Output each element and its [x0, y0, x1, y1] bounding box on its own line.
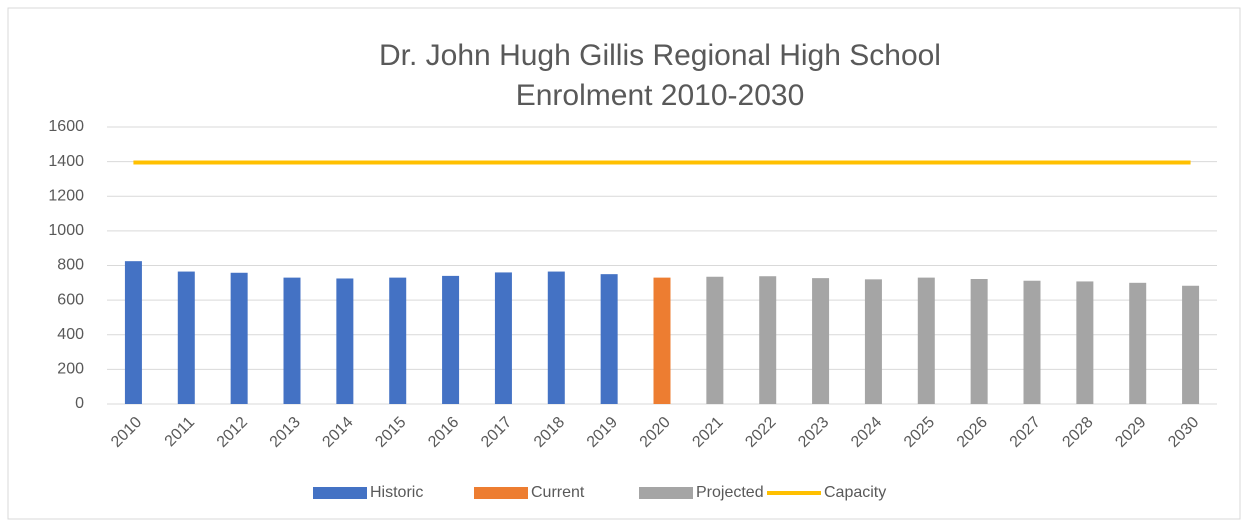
y-tick-label: 1600	[48, 118, 84, 135]
bar	[653, 277, 671, 404]
bar	[917, 277, 935, 404]
legend-label: Current	[531, 484, 585, 501]
legend-swatch	[639, 487, 693, 499]
bar	[230, 272, 248, 404]
y-tick-label: 1400	[48, 153, 84, 170]
chart-title: Dr. John Hugh Gillis Regional High Schoo…	[379, 39, 941, 72]
bar	[283, 277, 301, 404]
y-tick-label: 1000	[48, 222, 84, 239]
bar	[547, 271, 565, 404]
bar	[336, 278, 354, 404]
bar	[812, 278, 830, 404]
bar	[442, 275, 460, 404]
bar	[970, 279, 988, 404]
chart-border	[7, 7, 1241, 520]
bar	[177, 271, 195, 404]
chart-title: Enrolment 2010-2030	[516, 79, 805, 112]
y-tick-label: 400	[57, 326, 84, 343]
bar	[864, 279, 882, 404]
y-tick-label: 0	[75, 395, 84, 412]
bar	[124, 261, 142, 404]
y-tick-label: 800	[57, 257, 84, 274]
y-tick-label: 1200	[48, 187, 84, 204]
legend-label: Capacity	[824, 484, 886, 501]
bar	[1023, 280, 1041, 404]
bar	[494, 272, 512, 404]
legend-swatch	[313, 487, 367, 499]
legend-label: Projected	[696, 484, 764, 501]
bar	[600, 274, 618, 404]
legend-swatch	[474, 487, 528, 499]
y-tick-label: 200	[57, 361, 84, 378]
bar	[1076, 281, 1094, 404]
bar	[706, 276, 724, 404]
bar	[1129, 282, 1147, 404]
legend-label: Historic	[370, 484, 423, 501]
bar	[389, 277, 407, 404]
bar	[1182, 285, 1200, 404]
bar	[759, 276, 777, 404]
y-tick-label: 600	[57, 291, 84, 308]
